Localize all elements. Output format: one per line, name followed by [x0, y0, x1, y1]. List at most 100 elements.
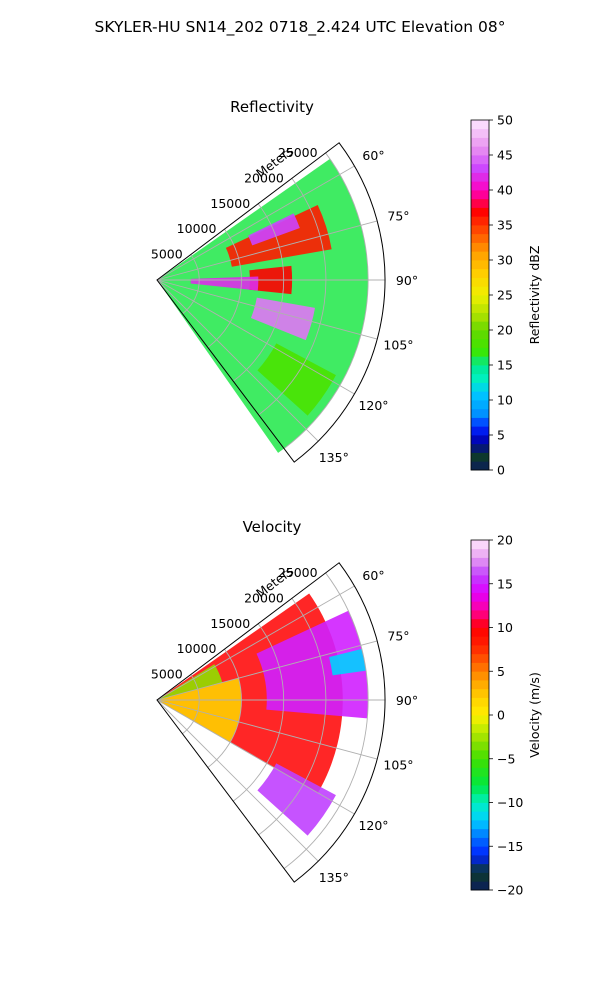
angle-tick-label: 135°: [319, 450, 349, 465]
colorbar-swatch: [471, 435, 489, 445]
azimuth-line: [156, 585, 355, 701]
colorbar-tick-label: 35: [497, 218, 513, 233]
reflectivity-echo-field: [157, 158, 369, 453]
angle-tick-label: 90°: [396, 693, 418, 708]
velocity-range-tick-labels: 5000 10000 15000 20000 25000: [151, 565, 318, 682]
colorbar-swatch: [471, 373, 489, 383]
angle-tick-label: 120°: [358, 398, 388, 413]
colorbar-swatch: [471, 741, 489, 751]
range-tick-label: 25000: [278, 565, 318, 580]
angle-tick-label: 75°: [387, 208, 409, 223]
colorbar-swatch: [471, 723, 489, 733]
reflectivity-range-tick-labels: 5000 10000 15000 20000 25000: [151, 145, 318, 262]
colorbar-swatch: [471, 190, 489, 200]
colorbar-tick-label: 20: [497, 323, 513, 338]
colorbar-swatch: [471, 636, 489, 646]
colorbar-swatch: [471, 680, 489, 690]
colorbar-swatch: [471, 207, 489, 217]
colorbar-swatch: [471, 225, 489, 235]
echo-region: [157, 678, 242, 743]
colorbar-swatch: [471, 767, 489, 777]
colorbar-tick-label: 30: [497, 253, 513, 268]
colorbar-tick-label: 20: [497, 533, 513, 548]
colorbar-tick-label: 40: [497, 183, 513, 198]
colorbar-swatch: [471, 391, 489, 401]
colorbar-swatch: [471, 277, 489, 287]
reflectivity-title: Reflectivity: [230, 98, 314, 116]
reflectivity-panel: Reflectivity 5000 10000 15000 20000 25000 60…: [151, 98, 542, 478]
range-ring: [232, 623, 285, 802]
range-tick-label: 20000: [244, 590, 284, 605]
angle-tick-label: 105°: [383, 758, 413, 773]
angle-tick-label: 135°: [319, 870, 349, 885]
colorbar-swatch: [471, 452, 489, 462]
colorbar-swatch: [471, 758, 489, 768]
colorbar-swatch: [471, 575, 489, 585]
colorbar-swatch: [471, 776, 489, 786]
velocity-colorbar-label: Velocity (m/s): [527, 672, 542, 758]
echo-region: [329, 648, 367, 676]
colorbar-swatch: [471, 356, 489, 366]
colorbar-tick-label: 0: [497, 708, 505, 723]
angle-tick-label: 75°: [387, 628, 409, 643]
angle-tick-label: 60°: [362, 148, 384, 163]
range-tick-label: 5000: [151, 247, 183, 262]
colorbar-tick-label: 50: [497, 113, 513, 128]
colorbar-swatch: [471, 303, 489, 313]
colorbar-swatch: [471, 828, 489, 838]
colorbar-swatch: [471, 610, 489, 620]
range-ring: [258, 598, 327, 836]
range-tick-label: 10000: [177, 641, 217, 656]
colorbar-swatch: [471, 750, 489, 760]
colorbar-swatch: [471, 443, 489, 453]
echo-region: [257, 343, 336, 416]
colorbar-tick-label: −5: [497, 751, 515, 766]
colorbar-swatch: [471, 592, 489, 602]
colorbar-swatch: [471, 662, 489, 672]
azimuth-line: [156, 279, 319, 442]
colorbar-swatch: [471, 400, 489, 410]
velocity-sector-frame: [156, 562, 386, 883]
colorbar-tick-label: −15: [497, 839, 523, 854]
colorbar-tick-label: 10: [497, 393, 513, 408]
colorbar-tick-label: −20: [497, 883, 523, 898]
colorbar-swatch: [471, 128, 489, 138]
colorbar-swatch: [471, 732, 489, 742]
colorbar-swatch: [471, 557, 489, 567]
echo-region: [256, 610, 369, 719]
colorbar-tick-label: 10: [497, 620, 513, 635]
colorbar-swatch: [471, 627, 489, 637]
colorbar-swatch: [471, 618, 489, 628]
colorbar-swatch: [471, 242, 489, 252]
range-ring: [232, 203, 285, 382]
azimuth-line: [156, 699, 355, 815]
colorbar-swatch: [471, 785, 489, 795]
colorbar-swatch: [471, 583, 489, 593]
colorbar-swatch: [471, 461, 489, 471]
colorbar-tick-label: 45: [497, 148, 513, 163]
colorbar-tick-label: 15: [497, 576, 513, 591]
velocity-title: Velocity: [243, 518, 302, 536]
colorbar-swatch: [471, 548, 489, 558]
colorbar-swatch: [471, 146, 489, 156]
echo-region: [225, 205, 332, 267]
colorbar-swatch: [471, 198, 489, 208]
reflectivity-colorbar: 0 5 10 15 20 25 30 35 40 45 50: [470, 113, 513, 478]
velocity-polar-grid: [156, 572, 385, 869]
colorbar-swatch: [471, 715, 489, 725]
colorbar-tick-label: 15: [497, 358, 513, 373]
colorbar-swatch: [471, 671, 489, 681]
colorbar-swatch: [471, 120, 489, 130]
range-ring: [207, 228, 242, 348]
azimuth-line: [156, 699, 319, 862]
colorbar-swatch: [471, 330, 489, 340]
colorbar-swatch: [471, 295, 489, 305]
colorbar-tick-label: 25: [497, 288, 513, 303]
colorbar-swatch: [471, 260, 489, 270]
azimuth-line: [156, 699, 378, 760]
colorbar-swatch: [471, 601, 489, 611]
colorbar-swatch: [471, 365, 489, 375]
angle-tick-label: 60°: [362, 568, 384, 583]
colorbar-swatch: [471, 426, 489, 436]
